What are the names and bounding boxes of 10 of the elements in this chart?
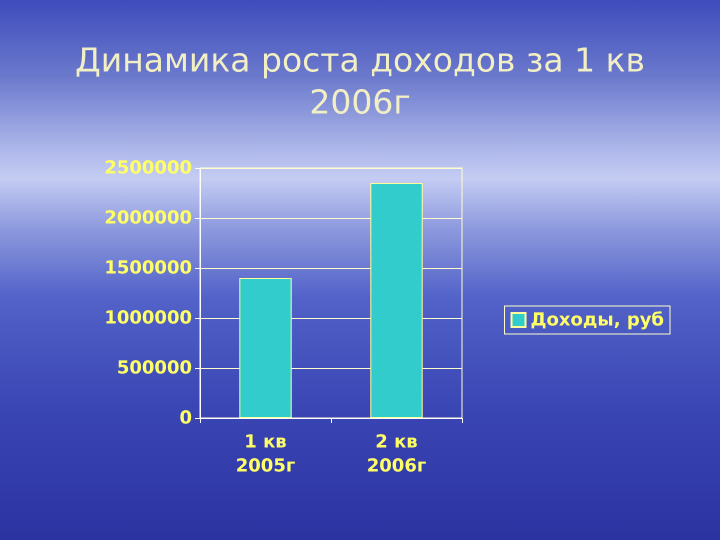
y-tick-label: 0 [179, 408, 192, 428]
y-tick-label: 2000000 [104, 208, 192, 228]
y-tick-label: 1500000 [104, 258, 192, 278]
legend-label: Доходы, руб [530, 310, 664, 330]
chart-title: Динамика роста доходов за 1 кв 2006г [74, 40, 646, 122]
y-tick-label: 1000000 [104, 308, 192, 328]
x-tick-label: 1 кв 2005г [236, 432, 296, 476]
y-tick-label: 500000 [116, 358, 192, 378]
y-tick-label: 2500000 [104, 158, 192, 178]
x-tick-label: 2 кв 2006г [366, 432, 426, 476]
